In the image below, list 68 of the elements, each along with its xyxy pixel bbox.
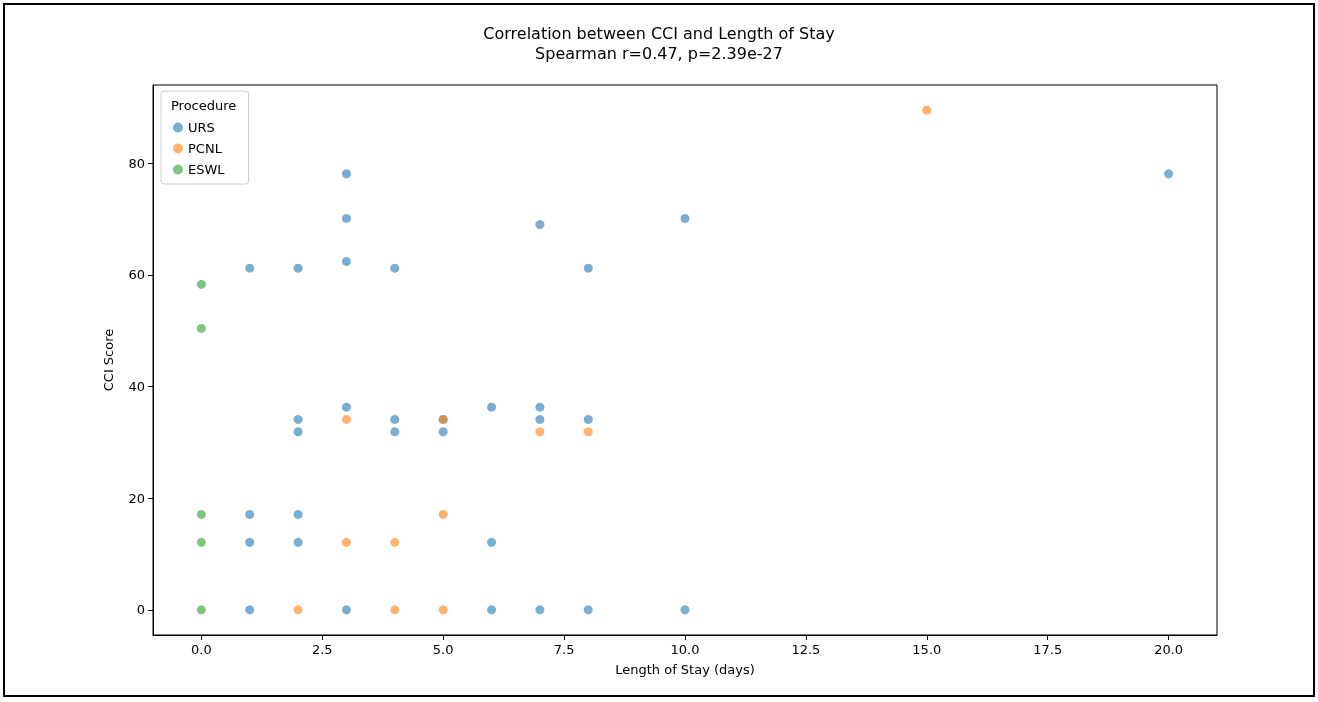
point	[487, 605, 497, 615]
point	[245, 509, 255, 519]
point	[390, 537, 400, 547]
point	[341, 605, 351, 615]
y-tick-label: 60	[128, 267, 145, 283]
point	[390, 263, 400, 273]
point	[341, 402, 351, 412]
point	[1164, 169, 1174, 179]
x-tick-label: 10.0	[670, 642, 700, 657]
point	[341, 169, 351, 179]
point	[196, 509, 206, 519]
y-axis-title: CCI Score	[101, 328, 116, 392]
point	[196, 323, 206, 333]
chart-subtitle: Spearman r=0.47, p=2.39e-27	[535, 43, 783, 63]
legend-label: URS	[188, 120, 215, 135]
point	[293, 509, 303, 519]
y-tick-label: 80	[128, 155, 145, 171]
point	[438, 509, 448, 519]
point	[583, 263, 593, 273]
legend-label: PCNL	[188, 141, 223, 156]
x-tick-label: 7.5	[553, 642, 575, 657]
point	[922, 105, 932, 115]
point	[293, 414, 303, 424]
point	[341, 537, 351, 547]
x-tick-label: 2.5	[311, 642, 333, 657]
point	[535, 402, 545, 412]
point	[583, 605, 593, 615]
y-tick-label: 20	[128, 490, 145, 506]
x-axis-title: Length of Stay (days)	[615, 662, 755, 677]
point	[583, 427, 593, 437]
legend-label: ESWL	[188, 162, 226, 177]
point	[245, 605, 255, 615]
point	[196, 279, 206, 289]
y-tick-label: 0	[136, 602, 145, 618]
point	[487, 402, 497, 412]
point	[293, 537, 303, 547]
point	[487, 537, 497, 547]
point	[390, 414, 400, 424]
point	[535, 220, 545, 230]
point	[390, 427, 400, 437]
chart-title: Correlation between CCI and Length of Stay	[483, 23, 835, 43]
x-tick-label: 5.0	[432, 642, 454, 657]
point	[680, 213, 690, 223]
point	[293, 427, 303, 437]
point	[535, 414, 545, 424]
point	[438, 605, 448, 615]
point	[293, 605, 303, 615]
x-tick-label: 0.0	[191, 642, 212, 657]
point	[341, 213, 351, 223]
legend-title: Procedure	[171, 98, 237, 113]
point	[535, 427, 545, 437]
point	[680, 605, 690, 615]
x-tick-label: 17.5	[1033, 642, 1063, 657]
point	[196, 605, 206, 615]
point	[341, 256, 351, 266]
point	[390, 605, 400, 615]
point	[293, 263, 303, 273]
point	[438, 427, 448, 437]
x-tick-label: 12.5	[791, 642, 821, 657]
point	[535, 605, 545, 615]
x-tick-label: 20.0	[1154, 642, 1184, 657]
point	[583, 414, 593, 424]
point	[196, 537, 206, 547]
y-tick-label: 40	[128, 379, 145, 395]
point	[245, 537, 255, 547]
point	[245, 263, 255, 273]
x-tick-label: 15.0	[912, 642, 942, 657]
point	[341, 414, 351, 424]
